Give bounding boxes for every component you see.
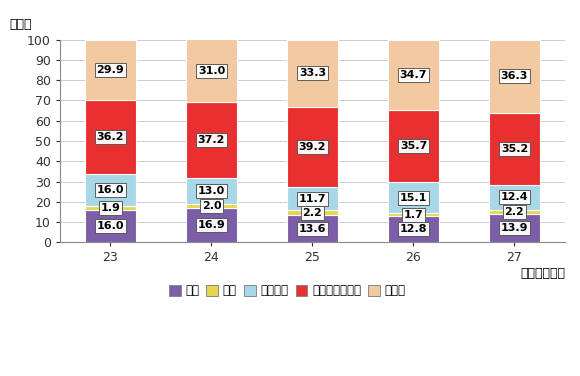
Text: 13.9: 13.9 — [501, 223, 528, 233]
Text: 1.9: 1.9 — [100, 203, 121, 213]
Bar — [490, 39, 540, 113]
Text: 11.7: 11.7 — [299, 194, 326, 203]
Text: 1.7: 1.7 — [404, 210, 423, 220]
Bar — [388, 39, 438, 110]
Text: 29.9: 29.9 — [97, 65, 124, 75]
Bar — [85, 100, 136, 174]
Bar — [85, 174, 136, 206]
Bar — [490, 210, 540, 214]
Text: 16.9: 16.9 — [198, 220, 226, 230]
Bar — [186, 208, 237, 243]
Text: 34.7: 34.7 — [400, 70, 427, 80]
Text: 2.2: 2.2 — [303, 208, 322, 218]
Bar — [388, 110, 438, 182]
Text: 15.1: 15.1 — [400, 193, 427, 203]
Text: 36.2: 36.2 — [97, 132, 124, 142]
Bar — [186, 178, 237, 204]
Bar — [490, 185, 540, 210]
Text: 35.7: 35.7 — [400, 141, 427, 151]
Bar — [490, 113, 540, 185]
Text: 13.0: 13.0 — [198, 186, 225, 196]
Text: 33.3: 33.3 — [299, 68, 326, 78]
Bar — [287, 215, 338, 243]
Text: 16.0: 16.0 — [97, 221, 124, 231]
Text: 13.6: 13.6 — [299, 224, 326, 233]
Bar — [85, 210, 136, 243]
Text: 12.4: 12.4 — [501, 192, 528, 202]
Text: 35.2: 35.2 — [501, 144, 528, 154]
Text: 37.2: 37.2 — [198, 135, 225, 145]
Bar — [287, 39, 338, 107]
Bar — [287, 211, 338, 215]
Text: 31.0: 31.0 — [198, 66, 225, 76]
Text: 2.2: 2.2 — [505, 207, 524, 217]
Text: 39.2: 39.2 — [299, 142, 326, 152]
Bar — [388, 213, 438, 217]
Bar — [388, 182, 438, 213]
Text: 16.0: 16.0 — [97, 185, 124, 195]
Bar — [186, 102, 237, 178]
Bar — [85, 39, 136, 100]
Text: （事務年度）: （事務年度） — [520, 267, 565, 280]
Text: （％）: （％） — [9, 18, 32, 32]
Bar — [287, 186, 338, 211]
Bar — [186, 204, 237, 208]
Bar — [388, 217, 438, 243]
Bar — [287, 107, 338, 186]
Text: 36.3: 36.3 — [501, 71, 528, 81]
Bar — [186, 39, 237, 102]
Text: 2.0: 2.0 — [202, 201, 222, 211]
Bar — [490, 214, 540, 243]
Bar — [85, 206, 136, 210]
Text: 12.8: 12.8 — [400, 224, 427, 235]
Legend: 土地, 家屋, 有価証券, 現金・預貯金等, その他: 土地, 家屋, 有価証券, 現金・預貯金等, その他 — [169, 284, 405, 297]
